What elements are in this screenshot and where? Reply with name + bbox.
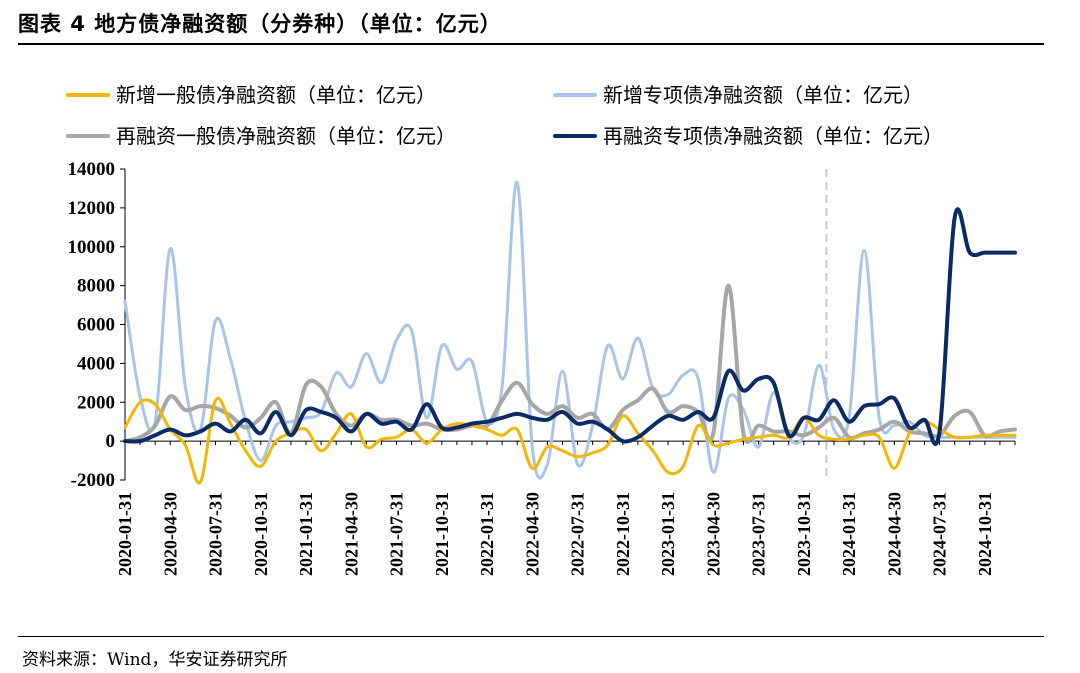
x-tick-label: 2022-10-31: [613, 492, 633, 576]
series-line-3: [123, 283, 1017, 445]
legend-label-2: 新增专项债净融资额（单位：亿元）: [603, 83, 923, 107]
legend-label-4: 再融资专项债净融资额（单位：亿元）: [603, 124, 943, 148]
x-tick-label: 2023-07-31: [749, 492, 769, 576]
x-tick-label: 2020-07-31: [206, 492, 226, 576]
series-line-2: [123, 181, 1017, 480]
series-line-1: [123, 396, 1017, 485]
x-tick-label: 2021-10-31: [432, 492, 452, 576]
y-tick-label: -2000: [71, 470, 115, 491]
y-tick-label: 12000: [68, 198, 116, 219]
x-tick-label: 2024-01-31: [839, 492, 859, 576]
x-tick-label: 2024-10-31: [975, 492, 995, 576]
x-tick-label: 2022-07-31: [568, 492, 588, 576]
x-tick-label: 2021-07-31: [387, 492, 407, 576]
x-tick-label: 2024-07-31: [930, 492, 950, 576]
figure-title: 图表 4 地方债净融资额（分券种）（单位：亿元）: [18, 12, 502, 36]
bottom-rule: [18, 636, 1044, 637]
legend-label-3: 再融资一般债净融资额（单位：亿元）: [116, 124, 456, 148]
series-line-4: [123, 207, 1017, 446]
x-tick-label: 2022-01-31: [477, 492, 497, 576]
x-tick-label: 2020-04-30: [160, 492, 180, 576]
top-rule: [18, 43, 1044, 45]
x-tick-label: 2023-01-31: [658, 492, 678, 576]
y-tick-label: 14000: [68, 159, 116, 180]
y-tick-label: 6000: [77, 315, 115, 336]
y-tick-label: 2000: [77, 392, 115, 413]
x-tick-label: 2022-04-30: [522, 492, 542, 576]
source-note: 资料来源：Wind，华安证券研究所: [22, 650, 288, 670]
x-tick-label: 2024-04-30: [884, 492, 904, 576]
y-tick-label: 0: [106, 431, 116, 452]
y-tick-label: 4000: [77, 353, 115, 374]
legend-label-1: 新增一般债净融资额（单位：亿元）: [116, 83, 436, 107]
x-tick-label: 2023-04-30: [703, 492, 723, 576]
x-tick-label: 2020-10-31: [251, 492, 271, 576]
x-tick-label: 2021-01-31: [296, 492, 316, 576]
x-tick-label: 2020-01-31: [115, 492, 135, 576]
x-tick-label: 2023-10-31: [794, 492, 814, 576]
x-tick-label: 2021-04-30: [341, 492, 361, 576]
y-tick-label: 10000: [68, 237, 116, 258]
y-tick-label: 8000: [77, 276, 115, 297]
